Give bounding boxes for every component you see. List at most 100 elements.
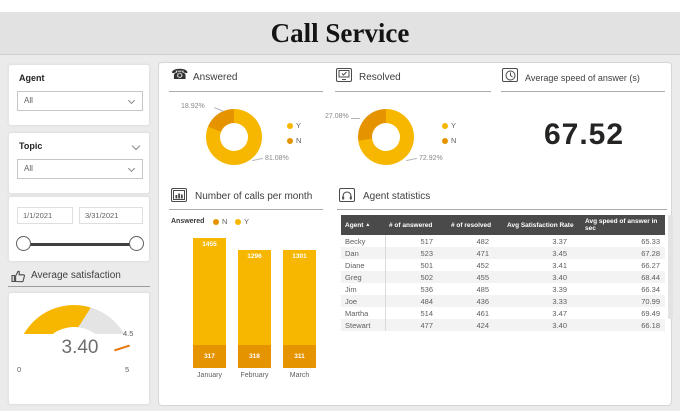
legend-dot-n [442,137,448,144]
thumbs-up-icon [10,268,27,283]
top-strip [0,0,680,12]
header: Call Service [0,12,680,55]
answered-donut-chart[interactable] [206,109,262,165]
stats-section-title: Agent statistics [363,191,431,202]
table-row[interactable]: Becky 517 482 3.37 65.33 [341,235,665,247]
avg-speed-kpi-value: 67.52 [543,118,625,151]
leader-line [214,107,224,112]
bar-value-label: 318 [249,352,260,360]
date-slider-track[interactable] [23,243,137,246]
column-header[interactable]: Agent ▲ [345,221,371,229]
value-cell: 3.33 [503,295,581,307]
value-cell: 70.99 [581,295,665,307]
leader-line [252,157,263,162]
bar-value-label: 317 [204,352,215,360]
table-row[interactable]: Jim 536 485 3.39 66.34 [341,283,665,295]
avg-speed-rule [501,91,665,92]
sort-ascending-icon: ▲ [365,221,371,228]
value-cell: 455 [447,271,503,283]
value-cell: 69.49 [641,308,660,318]
value-cell: 3.40 [503,271,581,283]
agent-filter-dropdown[interactable]: All [17,91,143,111]
value-cell: 67.28 [581,247,665,259]
page-title: Call Service [270,18,410,48]
answered-section-title: Answered [193,72,238,83]
chevron-down-icon [127,96,136,105]
topic-filter-card: Topic All [8,132,150,194]
bar-segment-n[interactable]: 311 [283,345,316,368]
value-cell: 66.27 [641,260,660,270]
table-row[interactable]: Joe 484 436 3.33 70.99 [341,295,665,307]
table-header[interactable]: Agent ▲ # of answered # of resolved Avg Sati… [341,215,665,235]
value-cell: 523 [385,247,447,259]
bar-segment-y[interactable]: 1455 [193,238,226,345]
gauge-min-label: 0 [17,365,22,374]
resolved-donut-chart[interactable] [358,109,414,165]
value-cell: 536 [420,284,433,294]
bar-legend-y: Y [235,217,249,226]
date-end-input[interactable]: 3/31/2021 [79,207,143,224]
value-cell: 482 [476,236,489,246]
phone-icon: ☎ [171,66,189,82]
agent-filter-value: All [24,96,33,105]
table-row[interactable]: Martha 514 461 3.47 69.49 [341,307,665,319]
column-header[interactable]: # of answered [389,221,433,229]
bar-legend-title: Answered [171,218,205,225]
agent-name-cell: Joe [341,295,386,307]
value-cell: 3.37 [552,236,567,246]
resolved-no-percent: 27.08% [325,113,349,120]
resolved-rule [335,91,491,92]
bar-value-label: 1296 [247,252,262,260]
value-cell: 484 [385,295,447,307]
chevron-down-icon [127,164,136,173]
calls-rule [169,209,323,210]
resolved-section-title: Resolved [359,72,401,83]
value-cell: 3.47 [552,308,567,318]
value-cell: 517 [420,236,433,246]
date-start-input[interactable]: 1/1/2021 [17,207,73,224]
answered-no-percent: 18.92% [181,103,205,110]
bar-february[interactable]: 1296 318 [238,249,271,368]
value-cell: 66.18 [581,319,665,331]
bar-category-label: February [240,372,269,379]
topic-filter-dropdown[interactable]: All [17,159,143,179]
avg-speed-section-title: Average speed of answer (s) [525,73,640,83]
value-cell: 66.34 [641,284,660,294]
bar-march[interactable]: 1301 311 [283,249,316,368]
column-header[interactable]: # of resolved [451,221,492,229]
column-header[interactable]: Avg Satisfaction Rate [507,221,574,229]
gauge-max-label: 5 [125,365,130,374]
table-row[interactable]: Diane 501 452 3.41 66.27 [341,259,665,271]
agent-name-cell: Greg [341,271,386,283]
bar-segment-n[interactable]: 318 [238,344,271,368]
table-scrollbar[interactable] [668,215,673,319]
value-cell: 452 [476,260,489,270]
bar-segment-n[interactable]: 317 [193,344,226,368]
agent-filter-card: Agent All [8,64,150,126]
bar-value-label: 311 [294,353,305,361]
collapse-chevron-icon[interactable] [131,141,141,151]
date-slider-handle-end[interactable] [129,236,144,251]
bar-segment-y[interactable]: 1296 [238,249,271,345]
table-row[interactable]: Stewart 477 424 3.40 66.18 [341,319,665,331]
answered-donut-hole [220,123,248,151]
resolved-legend-n: N [442,136,456,145]
date-slider-handle-start[interactable] [16,236,31,251]
main-panel: ☎ Answered 18.92% 81.08% Y N Resolved 27… [158,62,673,406]
answered-legend-y: Y [287,121,301,130]
table-row[interactable]: Greg 502 455 3.40 68.44 [341,271,665,283]
agent-stats-table: Agent ▲ # of answered # of resolved Avg Sati… [341,215,666,331]
table-row[interactable]: Dan 523 471 3.45 67.28 [341,247,665,259]
bar-january[interactable]: 1455 317 [193,238,226,368]
answered-rule [169,91,323,92]
satisfaction-section-title: Average satisfaction [31,270,121,281]
column-header[interactable]: Avg speed of answer in sec [585,218,658,232]
bar-category-label: January [197,372,222,379]
bar-segment-y[interactable]: 1301 [283,249,316,346]
agent-name-cell: Martha [341,307,386,319]
value-cell: 461 [476,308,489,318]
gauge-target-label: 4.5 [123,329,134,338]
value-cell: 477 [385,319,447,331]
value-cell: 471 [447,247,503,259]
